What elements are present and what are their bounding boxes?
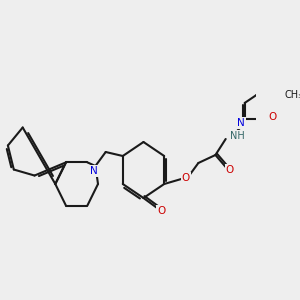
Text: O: O [157, 206, 166, 216]
Text: N: N [237, 118, 245, 128]
Text: O: O [182, 173, 190, 183]
Text: N: N [90, 166, 98, 176]
Text: NH: NH [230, 131, 245, 141]
Text: CH₃: CH₃ [284, 90, 300, 100]
Text: O: O [226, 165, 234, 175]
Text: O: O [268, 112, 277, 122]
